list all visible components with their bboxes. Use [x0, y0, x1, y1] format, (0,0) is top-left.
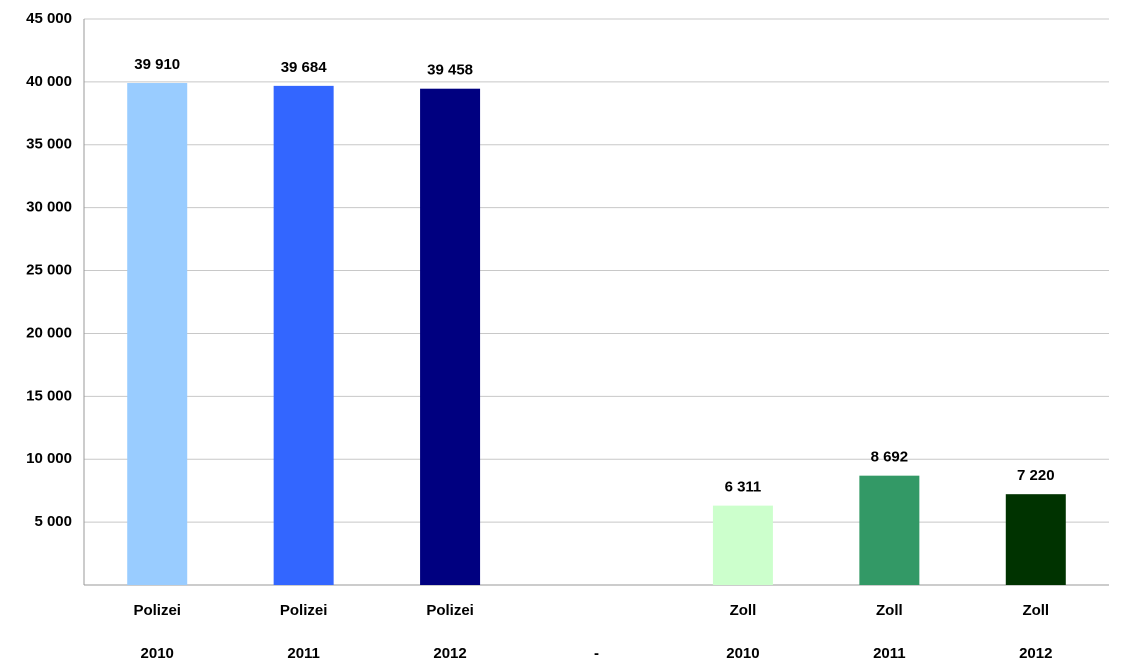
y-tick-label: 25 000 — [26, 262, 72, 279]
value-label: 8 692 — [871, 449, 909, 466]
y-tick-label: 20 000 — [26, 324, 72, 341]
y-tick-label: 15 000 — [26, 387, 72, 404]
x-tick-label: Zoll — [876, 602, 903, 619]
bar — [712, 505, 773, 585]
value-label: 39 910 — [134, 56, 180, 73]
x-tick-label: 2010 — [726, 645, 759, 662]
x-tick-label: - — [594, 645, 599, 662]
value-label: 7 220 — [1017, 467, 1055, 484]
x-tick-label: 2010 — [141, 645, 174, 662]
y-tick-label: 30 000 — [26, 199, 72, 216]
bar — [420, 88, 481, 585]
y-tick-label: 45 000 — [26, 10, 72, 27]
y-tick-label: 40 000 — [26, 73, 72, 90]
y-tick-label: 5 000 — [34, 513, 72, 530]
x-tick-label: 2011 — [873, 645, 906, 662]
x-tick-label: Polizei — [133, 602, 181, 619]
x-tick-label: Polizei — [426, 602, 474, 619]
y-tick-label: 10 000 — [26, 450, 72, 467]
x-tick-label: 2012 — [433, 645, 466, 662]
y-tick-label: 35 000 — [26, 136, 72, 153]
value-label: 39 458 — [427, 62, 473, 79]
x-tick-label: 2011 — [287, 645, 320, 662]
x-tick-label: Polizei — [280, 602, 328, 619]
x-tick-label: Zoll — [730, 602, 757, 619]
bar — [1005, 494, 1066, 585]
x-tick-label: 2012 — [1019, 645, 1052, 662]
bar — [859, 475, 920, 585]
bar — [273, 85, 334, 585]
value-label: 6 311 — [725, 479, 762, 496]
value-label: 39 684 — [281, 59, 328, 76]
x-tick-label: Zoll — [1022, 602, 1049, 619]
bar — [127, 83, 188, 586]
